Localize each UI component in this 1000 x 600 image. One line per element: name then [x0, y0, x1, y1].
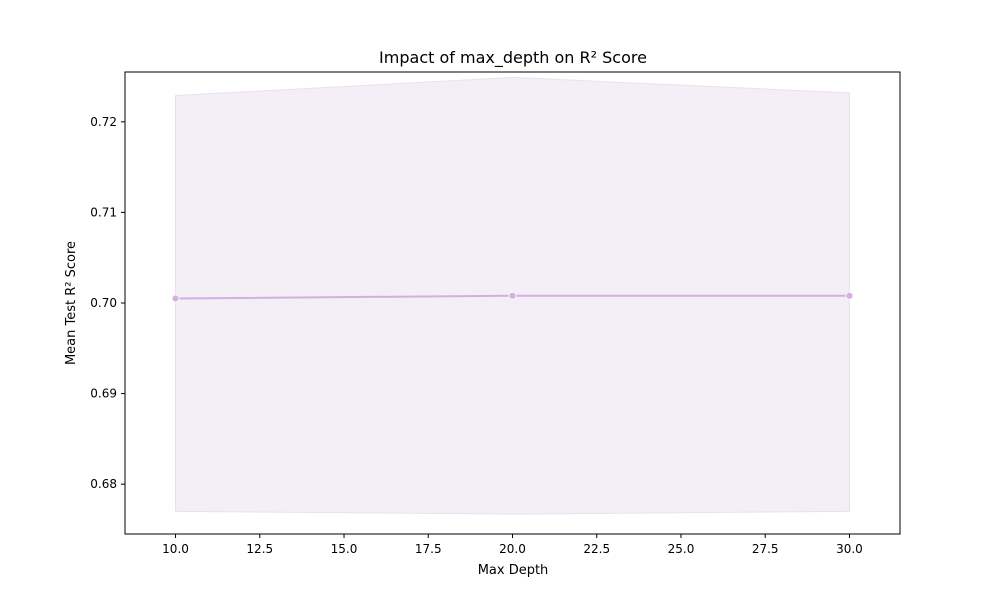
chart-title: Impact of max_depth on R² Score [379, 48, 647, 68]
x-tick-label: 25.0 [668, 542, 695, 556]
y-tick-label: 0.68 [90, 477, 117, 491]
x-tick-label: 15.0 [331, 542, 358, 556]
plot-area: 10.0 12.5 15.0 17.5 20.0 22.5 25.0 27.5 30.0 0.68… [90, 71, 901, 556]
x-tick-label: 22.5 [583, 542, 610, 556]
data-point [171, 294, 180, 303]
x-tick-label: 30.0 [836, 542, 863, 556]
y-tick-label: 0.69 [90, 387, 117, 401]
y-axis-label: Mean Test R² Score [64, 241, 79, 365]
y-tick-label: 0.70 [90, 296, 117, 310]
y-tick-label: 0.71 [90, 205, 117, 219]
x-tick-label: 27.5 [752, 542, 779, 556]
data-point [508, 291, 517, 300]
data-point [845, 291, 854, 300]
x-tick-label: 12.5 [246, 542, 273, 556]
x-axis-label: Max Depth [478, 563, 549, 578]
x-tick-label: 10.0 [162, 542, 189, 556]
y-tick-label: 0.72 [90, 115, 117, 129]
x-tick-label: 20.0 [499, 542, 526, 556]
x-tick-label: 17.5 [415, 542, 442, 556]
